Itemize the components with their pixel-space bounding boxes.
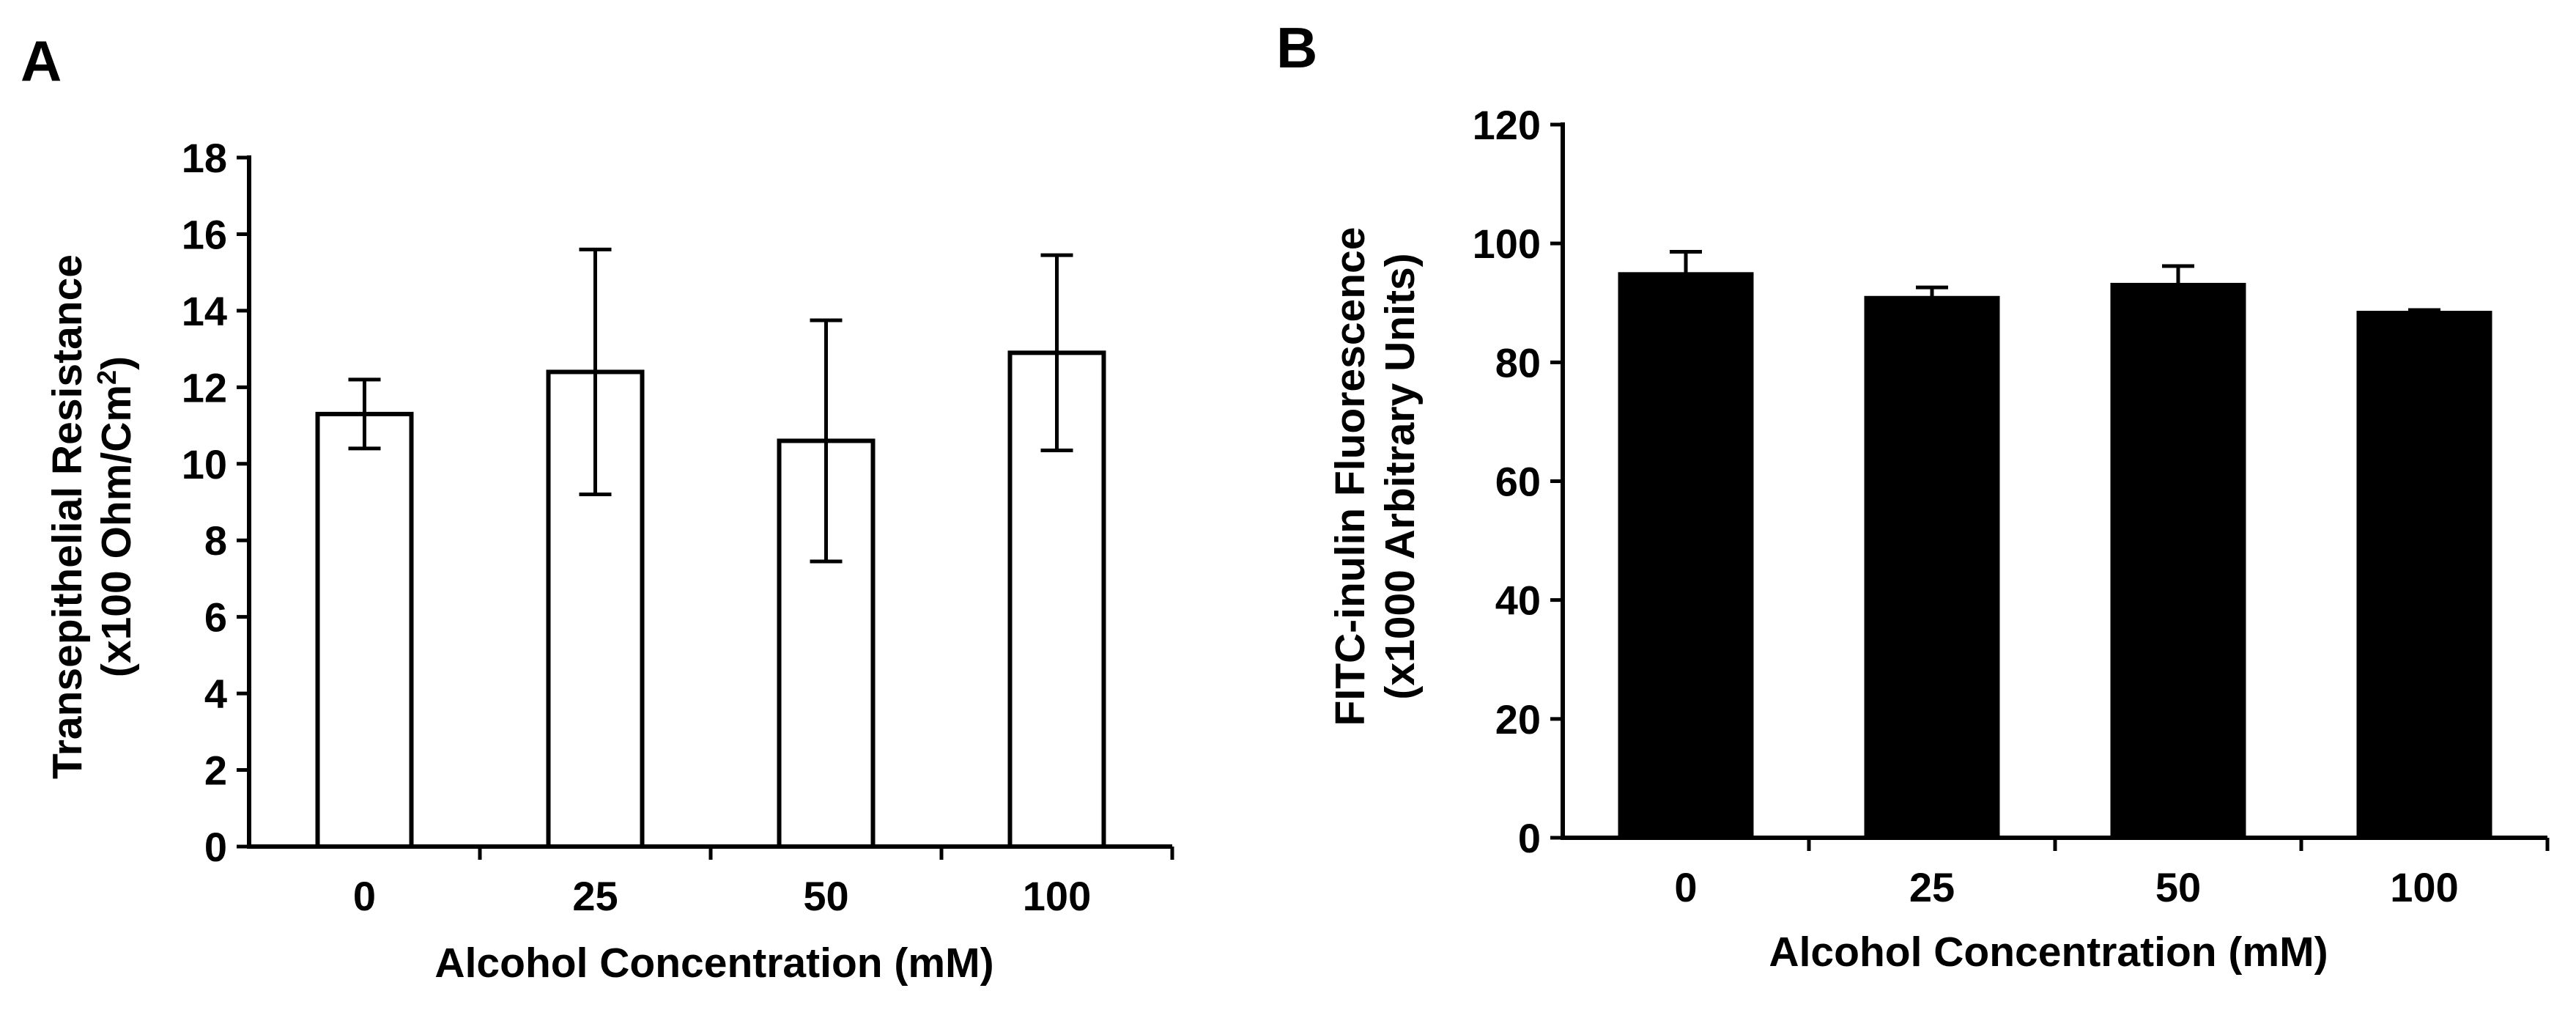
panel-a-x-tick-label: 0 [353, 873, 376, 919]
panel-a-y-ticks: 0 2 4 6 8 10 12 14 16 18 [182, 135, 249, 870]
panel-b-x-axis-title: Alcohol Concentration (mM) [1769, 929, 2328, 976]
panel-b-bar [2110, 282, 2246, 840]
panel-label-a: A [21, 29, 62, 93]
panel-a-error-bar [579, 247, 612, 497]
panel-b-y-tick-label: 100 [1473, 221, 1541, 267]
panel-b-y-tick-label: 60 [1495, 459, 1541, 505]
panel-a-error-bar [1040, 253, 1073, 452]
panel-b-y-tick-label: 120 [1473, 102, 1541, 148]
panel-a-y-tick-label: 10 [182, 441, 227, 487]
panel-b-y-tick-label: 40 [1495, 578, 1541, 624]
panel-b-x-tick-label: 50 [2155, 864, 2201, 910]
panel-a-y-axis-title-line2-suffix: ) [93, 356, 140, 370]
panel-label-b: B [1276, 15, 1317, 80]
panel-a-y-axis-title-line1: Transepithelial Resistance [44, 254, 91, 779]
panel-b-y-tick-label: 0 [1518, 815, 1541, 861]
panel-a-y-axis-title-superscript: 2 [92, 370, 122, 385]
panel-a-x-tick-label: 50 [803, 873, 848, 919]
panel-a-x-axis-title: Alcohol Concentration (mM) [434, 940, 993, 987]
panel-a-y-tick-label: 18 [182, 135, 227, 181]
panel-a-y-tick-label: 6 [204, 594, 227, 641]
panel-a-y-tick-label: 8 [204, 517, 227, 564]
panel-a-y-tick-label: 2 [204, 748, 227, 794]
panel-a-y-tick-label: 4 [204, 671, 227, 717]
panel-a-x-tick-label: 25 [572, 873, 618, 919]
panel-b-error-bar [1670, 250, 1702, 275]
panel-a-x-tick-label: 100 [1023, 873, 1091, 919]
panel-b-y-ticks: 0 20 40 60 80 100 120 [1473, 102, 1563, 861]
panel-a-y-tick-label: 0 [204, 824, 227, 870]
panel-b-bar [1864, 295, 2000, 841]
panel-b-y-axis-title-line2: (x1000 Arbitrary Units) [1377, 253, 1424, 699]
chart-panel-a: A 0 2 4 6 8 10 12 14 16 18 0 25 50 100 Alcohol Conce… [21, 29, 1174, 987]
panel-a-y-tick-label: 16 [182, 211, 227, 257]
panel-b-x-tick-label: 100 [2390, 864, 2458, 910]
panel-a-y-axis-title-line2: (x100 Ohm/Cm2) [92, 356, 140, 677]
panel-a-error-bar [348, 377, 381, 451]
panel-b-x-ticks: 0 25 50 100 [1674, 838, 2550, 910]
panel-a-marks [315, 247, 1106, 849]
panel-a-y-tick-label: 12 [182, 364, 227, 410]
panel-a-y-tick-label: 14 [182, 288, 227, 334]
panel-b-bar [2356, 311, 2492, 840]
panel-a-y-axis-title-line2-prefix: (x100 Ohm/Cm [93, 385, 140, 677]
panel-b-x-tick-label: 0 [1674, 864, 1697, 910]
panel-a-bar [315, 411, 414, 849]
panel-b-marks [1618, 250, 2492, 841]
panel-b-y-tick-label: 80 [1495, 339, 1541, 386]
panel-a-x-ticks: 0 25 50 100 [353, 847, 1174, 919]
chart-panel-b: B 0 20 40 60 80 100 120 0 25 50 100 Alcohol Conce… [1276, 15, 2550, 976]
panel-b-y-tick-label: 20 [1495, 696, 1541, 742]
panel-b-error-bar [2408, 308, 2440, 314]
panel-b-error-bar [1916, 285, 1948, 298]
panel-a-error-bar [810, 318, 843, 564]
panel-b-bar [1618, 272, 1754, 840]
panel-b-x-tick-label: 25 [1909, 864, 1955, 910]
panel-b-y-axis-title-line1: FITC-inulin Fluorescence [1327, 227, 1374, 726]
panel-b-error-bar [2162, 264, 2194, 285]
